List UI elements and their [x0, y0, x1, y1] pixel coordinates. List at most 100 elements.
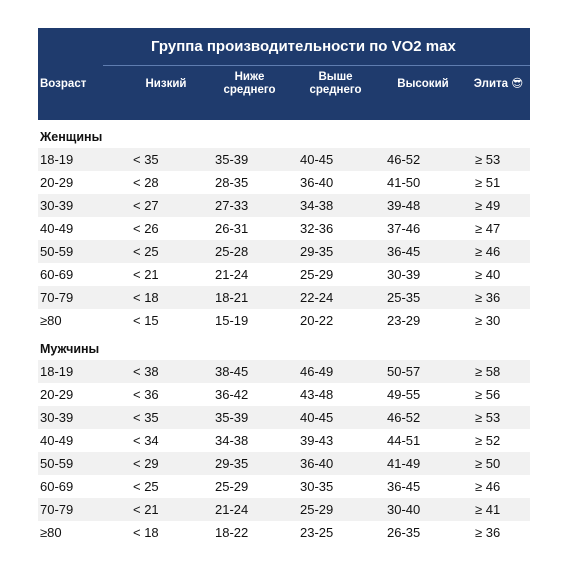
table-cell: 30-35: [300, 479, 334, 494]
table-cell: 18-19: [40, 364, 74, 379]
table-cell: ≥ 46: [475, 244, 501, 259]
table-cell: 34-38: [300, 198, 334, 213]
table-cell: ≥ 41: [475, 502, 501, 517]
table-cell: ≥ 58: [475, 364, 501, 379]
table-row: 20-29 < 28 28-35 36-40 41-50 ≥ 51: [38, 171, 530, 194]
table-cell: 26-35: [387, 525, 421, 540]
table-cell: < 34: [133, 433, 159, 448]
table-row: 30-39 < 27 27-33 34-38 39-48 ≥ 49: [38, 194, 530, 217]
table-cell: < 29: [133, 456, 159, 471]
group-label: Мужчины: [40, 341, 100, 356]
table-cell: ≥ 51: [475, 175, 501, 190]
table-cell: 26-31: [215, 221, 249, 236]
table-cell: < 35: [133, 410, 159, 425]
table-cell: 41-50: [387, 175, 421, 190]
table-row: 18-19 < 38 38-45 46-49 50-57 ≥ 58: [38, 360, 530, 383]
header-cell: Низкий: [145, 77, 187, 90]
table-cell: ≥ 56: [475, 387, 501, 402]
table-cell: < 21: [133, 267, 159, 282]
header-cell: Возраст: [40, 77, 87, 90]
table-cell: ≥ 36: [475, 290, 501, 305]
table-cell: 34-38: [215, 433, 249, 448]
table-cell: 46-49: [300, 364, 334, 379]
table-cell: ≥ 40: [475, 267, 501, 282]
vo2-table: Группа производительности по VO2 max Воз…: [38, 28, 530, 544]
table-cell: 39-48: [387, 198, 421, 213]
table-cell: 22-24: [300, 290, 334, 305]
header-cell: Элита 😎: [473, 77, 524, 90]
table-cell: 44-51: [387, 433, 421, 448]
table-cell: < 15: [133, 313, 159, 328]
title-row: Группа производительности по VO2 max: [38, 28, 530, 65]
table-cell: < 26: [133, 221, 159, 236]
table-cell: < 28: [133, 175, 159, 190]
table-row: 60-69 < 21 21-24 25-29 30-39 ≥ 40: [38, 263, 530, 286]
table-cell: 27-33: [215, 198, 249, 213]
table-cell: 23-29: [387, 313, 421, 328]
table-cell: 36-40: [300, 175, 334, 190]
table-title: Группа производительности по VO2 max: [151, 38, 456, 55]
table-row: 18-19 < 35 35-39 40-45 46-52 ≥ 53: [38, 148, 530, 171]
group-label: Женщины: [40, 129, 103, 144]
table-cell: 23-25: [300, 525, 334, 540]
table-row: 30-39 < 35 35-39 40-45 46-52 ≥ 53: [38, 406, 530, 429]
table-cell: 35-39: [215, 410, 249, 425]
table-row: 50-59 < 25 25-28 29-35 36-45 ≥ 46: [38, 240, 530, 263]
table-cell: < 36: [133, 387, 159, 402]
table-cell: ≥ 50: [475, 456, 501, 471]
table-cell: 21-24: [215, 267, 249, 282]
table-cell: 25-28: [215, 244, 249, 259]
table-cell: ≥ 46: [475, 479, 501, 494]
table-cell: < 18: [133, 525, 159, 540]
table-cell: 25-29: [215, 479, 249, 494]
table-cell: 70-79: [40, 290, 74, 305]
table-cell: 46-52: [387, 152, 421, 167]
table-cell: < 27: [133, 198, 159, 213]
table-cell: < 35: [133, 152, 159, 167]
table-cell: 30-39: [40, 410, 74, 425]
table-cell: 40-49: [40, 221, 74, 236]
table-cell: 39-43: [300, 433, 334, 448]
table-cell: 29-35: [300, 244, 334, 259]
table-cell: 20-29: [40, 175, 74, 190]
header-cell: Ниже среднего: [223, 71, 276, 96]
table-row: 50-59 < 29 29-35 36-40 41-49 ≥ 50: [38, 452, 530, 475]
table-cell: ≥ 30: [475, 313, 501, 328]
header-row: Возраст Низкий Ниже среднего Выше среднего В…: [38, 65, 530, 103]
table-cell: 50-59: [40, 244, 74, 259]
table-cell: ≥80: [40, 313, 62, 328]
table-cell: 50-57: [387, 364, 421, 379]
table-cell: < 21: [133, 502, 159, 517]
table-cell: 36-40: [300, 456, 334, 471]
table-cell: 18-19: [40, 152, 74, 167]
table-row: 20-29 < 36 36-42 43-48 49-55 ≥ 56: [38, 383, 530, 406]
table-row: ≥80 < 18 18-22 23-25 26-35 ≥ 36: [38, 521, 530, 544]
table-cell: 36-42: [215, 387, 249, 402]
table-cell: < 38: [133, 364, 159, 379]
table-cell: ≥ 49: [475, 198, 501, 213]
table-row: 40-49 < 34 34-38 39-43 44-51 ≥ 52: [38, 429, 530, 452]
table-cell: ≥80: [40, 525, 62, 540]
table-cell: 46-52: [387, 410, 421, 425]
table-cell: 30-40: [387, 502, 421, 517]
table-cell: 15-19: [215, 313, 249, 328]
table-cell: < 25: [133, 244, 159, 259]
table-cell: ≥ 47: [475, 221, 501, 236]
table-cell: 38-45: [215, 364, 249, 379]
table-cell: ≥ 53: [475, 410, 501, 425]
table-cell: 40-49: [40, 433, 74, 448]
table-cell: 28-35: [215, 175, 249, 190]
table-cell: < 25: [133, 479, 159, 494]
table-cell: 20-29: [40, 387, 74, 402]
table-cell: 50-59: [40, 456, 74, 471]
table-cell: 29-35: [215, 456, 249, 471]
table-cell: < 18: [133, 290, 159, 305]
table-cell: 70-79: [40, 502, 74, 517]
table-cell: 18-21: [215, 290, 249, 305]
table-cell: 40-45: [300, 152, 334, 167]
table-body: Женщины 18-19 < 35 35-39 40-45 46-52 ≥ 53 20-29…: [38, 120, 530, 544]
table-cell: 21-24: [215, 502, 249, 517]
table-cell: ≥ 53: [475, 152, 501, 167]
table-row: 60-69 < 25 25-29 30-35 36-45 ≥ 46: [38, 475, 530, 498]
